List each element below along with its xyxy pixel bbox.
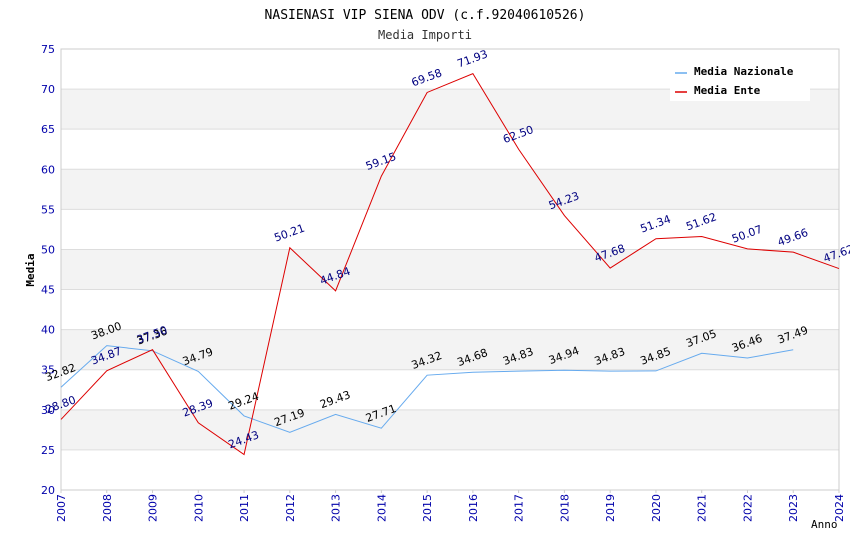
- series-line-1: [60, 72, 840, 456]
- chart-subtitle: Media Importi: [378, 28, 472, 42]
- legend-box: [670, 60, 810, 101]
- data-label: 50.07: [730, 223, 764, 246]
- grid-band: [61, 329, 839, 370]
- y-tick-label: 70: [41, 83, 55, 96]
- grid-band: [61, 409, 839, 450]
- x-tick-label: 2021: [696, 494, 709, 522]
- data-label: 50.21: [272, 222, 306, 245]
- legend: Media Nazionale Media Ente: [670, 60, 810, 101]
- y-tick-label: 45: [41, 284, 55, 297]
- y-tick-label: 55: [41, 203, 55, 216]
- data-label: 29.24: [227, 390, 261, 413]
- series-line-0: [60, 345, 794, 433]
- legend-label-ente: Media Ente: [694, 84, 761, 97]
- grid-band: [61, 169, 839, 210]
- x-tick-label: 2007: [55, 494, 68, 522]
- data-label: 69.58: [410, 66, 444, 89]
- y-tick-label: 20: [41, 484, 55, 497]
- plot-frame: [60, 48, 840, 491]
- x-tick-label: 2015: [421, 494, 434, 522]
- data-label: 51.34: [639, 213, 673, 236]
- y-tick-label: 25: [41, 444, 55, 457]
- x-tick-label: 2014: [375, 494, 388, 522]
- x-tick-label: 2019: [604, 494, 617, 522]
- y-tick-label: 50: [41, 243, 55, 256]
- y-tick-label: 65: [41, 123, 55, 136]
- y-axis-label: Media: [24, 253, 37, 286]
- y-tick-label: 60: [41, 163, 55, 176]
- y-tick-label: 40: [41, 324, 55, 337]
- data-label: 29.43: [318, 388, 352, 411]
- data-label: 71.93: [455, 47, 489, 70]
- y-tick-label: 75: [41, 43, 55, 56]
- x-tick-label: 2009: [147, 494, 160, 522]
- x-tick-label: 2010: [192, 494, 205, 522]
- legend-label-nazionale: Media Nazionale: [694, 65, 794, 78]
- x-tick-label: 2016: [467, 494, 480, 522]
- x-tick-label: 2008: [101, 494, 114, 522]
- chart-title: NASIENASI VIP SIENA ODV (c.f.92040610526…: [265, 8, 586, 23]
- data-label: 51.62: [684, 210, 718, 233]
- y-tick-label: 35: [41, 364, 55, 377]
- x-tick-label: 2012: [284, 494, 297, 522]
- x-tick-label: 2017: [513, 494, 526, 522]
- x-tick-label: 2020: [650, 494, 663, 522]
- x-tick-label: 2018: [558, 494, 571, 522]
- grid-band: [61, 249, 839, 290]
- x-tick-label: 2013: [330, 494, 343, 522]
- x-tick-label: 2024: [833, 494, 846, 522]
- x-tick-label: 2011: [238, 494, 251, 522]
- x-axis-label: Anno: [811, 518, 838, 531]
- x-tick-label: 2023: [787, 494, 800, 522]
- data-label: 49.66: [776, 226, 810, 249]
- y-tick-label: 30: [41, 404, 55, 417]
- x-tick-label: 2022: [741, 494, 754, 522]
